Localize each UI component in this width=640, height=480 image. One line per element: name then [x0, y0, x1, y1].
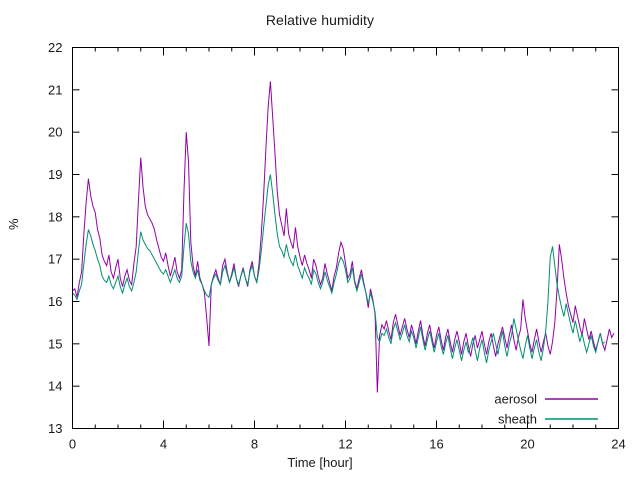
y-tick-label: 18 — [48, 209, 62, 224]
y-tick-label: 20 — [48, 125, 62, 140]
y-tick-label: 19 — [48, 167, 62, 182]
chart-title: Relative humidity — [265, 12, 375, 28]
y-tick-label: 22 — [48, 40, 62, 55]
y-tick-label: 14 — [48, 379, 62, 394]
x-tick-label: 12 — [338, 437, 352, 452]
legend-label-aerosol: aerosol — [494, 392, 537, 407]
x-tick-label: 24 — [611, 437, 625, 452]
y-tick-label: 21 — [48, 82, 62, 97]
series-line-sheath — [72, 174, 606, 363]
y-tick-label: 15 — [48, 336, 62, 351]
y-tick-label: 13 — [48, 421, 62, 436]
y-tick-label: 16 — [48, 294, 62, 309]
chart-legend: aerosol sheath — [494, 392, 598, 427]
data-series-group — [72, 81, 615, 393]
axis-ticks: 13 14 15 16 17 18 19 20 21 22 0 4 8 12 16 20 24 — [48, 40, 626, 452]
x-tick-label: 16 — [429, 437, 443, 452]
x-axis-label: Time [hour] — [287, 455, 353, 470]
series-line-aerosol — [72, 81, 615, 393]
y-tick-label: 17 — [48, 252, 62, 267]
legend-label-sheath: sheath — [498, 412, 537, 427]
x-tick-label: 8 — [251, 437, 258, 452]
plot-frame — [72, 47, 619, 429]
x-tick-label: 20 — [520, 437, 534, 452]
x-tick-label: 0 — [69, 437, 76, 452]
x-tick-label: 4 — [160, 437, 167, 452]
